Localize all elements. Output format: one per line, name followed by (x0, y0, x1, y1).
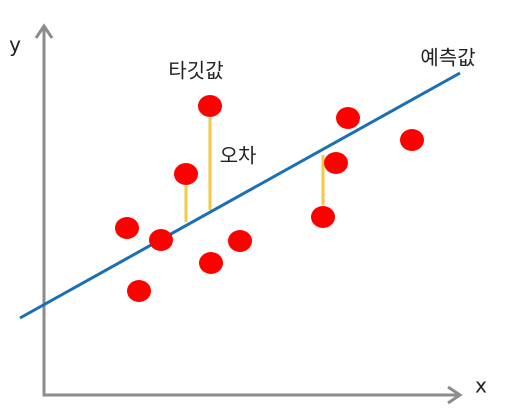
regression-line (19, 71, 461, 320)
point (127, 280, 151, 302)
point (115, 217, 139, 239)
y-arrowhead (34, 23, 54, 39)
point (336, 107, 360, 129)
axes (42, 28, 458, 397)
x-axis-label: x (475, 374, 487, 398)
target-label: 타깃값 (168, 59, 223, 83)
point (199, 252, 223, 274)
points (115, 95, 424, 302)
point (198, 95, 222, 117)
point (149, 229, 173, 251)
point (228, 230, 252, 252)
point (324, 152, 348, 174)
point (174, 163, 198, 185)
y-axis-label: y (9, 33, 21, 57)
point (311, 206, 335, 228)
x-arrowhead (447, 385, 463, 405)
error-label: 오차 (220, 144, 257, 168)
point (400, 129, 424, 151)
prediction-label: 예측값 (420, 46, 475, 70)
